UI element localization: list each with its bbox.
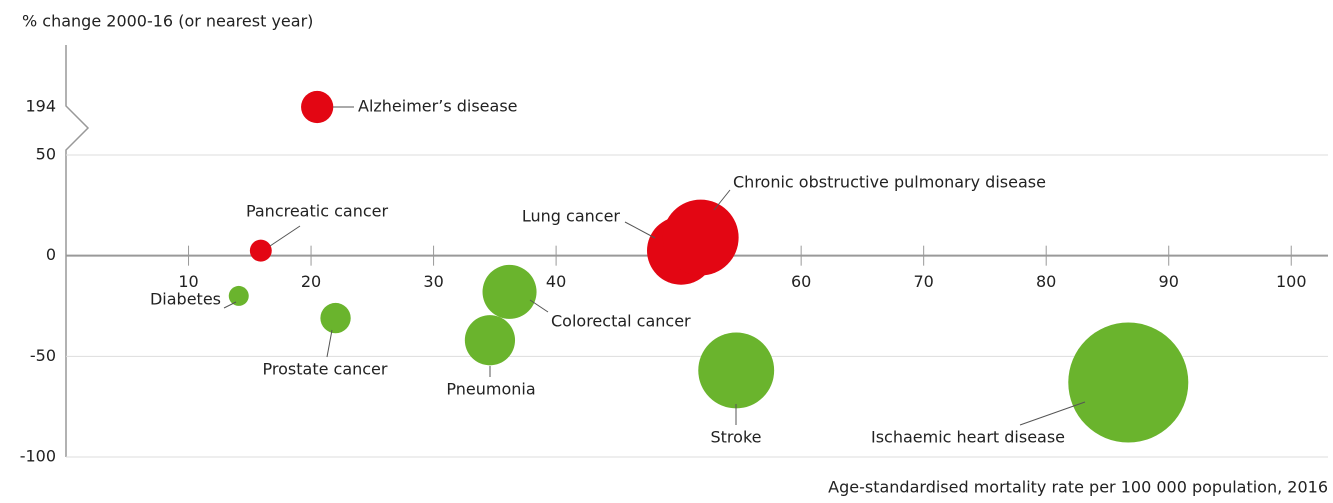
bubble-label: Alzheimer’s disease bbox=[358, 97, 518, 116]
bubble bbox=[249, 239, 272, 262]
leader-line bbox=[529, 299, 549, 313]
y-axis-label: % change 2000-16 (or nearest year) bbox=[22, 12, 313, 31]
leader-line bbox=[1019, 401, 1086, 426]
bubble-label: Diabetes bbox=[150, 290, 221, 309]
bubble-label: Pneumonia bbox=[446, 380, 535, 399]
leader-line bbox=[326, 329, 333, 358]
y-tick-label: 0 bbox=[46, 245, 56, 264]
bubble bbox=[1068, 322, 1189, 443]
bubble bbox=[464, 315, 516, 366]
bubble bbox=[320, 302, 351, 334]
x-tick-label: 90 bbox=[1159, 272, 1179, 291]
leader-line bbox=[223, 301, 237, 309]
y-tick-label: 50 bbox=[36, 145, 56, 164]
leader-line bbox=[624, 221, 656, 239]
y-tick-label: 194 bbox=[25, 97, 56, 116]
leader-line bbox=[713, 189, 731, 211]
bubble-label: Stroke bbox=[711, 428, 762, 447]
bubble-label: Lung cancer bbox=[522, 207, 621, 226]
bubble bbox=[301, 90, 334, 124]
x-tick-label: 20 bbox=[301, 272, 321, 291]
x-tick-label: 80 bbox=[1036, 272, 1056, 291]
y-axis bbox=[65, 45, 90, 457]
bubble-label: Prostate cancer bbox=[263, 360, 388, 379]
bubble bbox=[228, 285, 249, 306]
x-tick-label: 100 bbox=[1276, 272, 1307, 291]
bubble bbox=[482, 264, 537, 319]
x-tick-label: 40 bbox=[546, 272, 566, 291]
leader-line bbox=[269, 225, 301, 247]
bubble-label: Colorectal cancer bbox=[551, 312, 691, 331]
bubble-label: Ischaemic heart disease bbox=[871, 428, 1065, 447]
x-tick-label: 30 bbox=[423, 272, 443, 291]
x-tick-label: 10 bbox=[178, 272, 198, 291]
y-tick-label: -100 bbox=[20, 447, 56, 466]
x-axis-label: Age-standardised mortality rate per 100 … bbox=[828, 478, 1328, 497]
x-tick-label: 70 bbox=[913, 272, 933, 291]
bubble-label: Chronic obstructive pulmonary disease bbox=[733, 173, 1046, 192]
bubble bbox=[698, 332, 775, 409]
y-tick-label: -50 bbox=[30, 346, 56, 365]
bubble-label: Pancreatic cancer bbox=[246, 202, 389, 221]
x-tick-label: 60 bbox=[791, 272, 811, 291]
bubble bbox=[662, 199, 739, 276]
